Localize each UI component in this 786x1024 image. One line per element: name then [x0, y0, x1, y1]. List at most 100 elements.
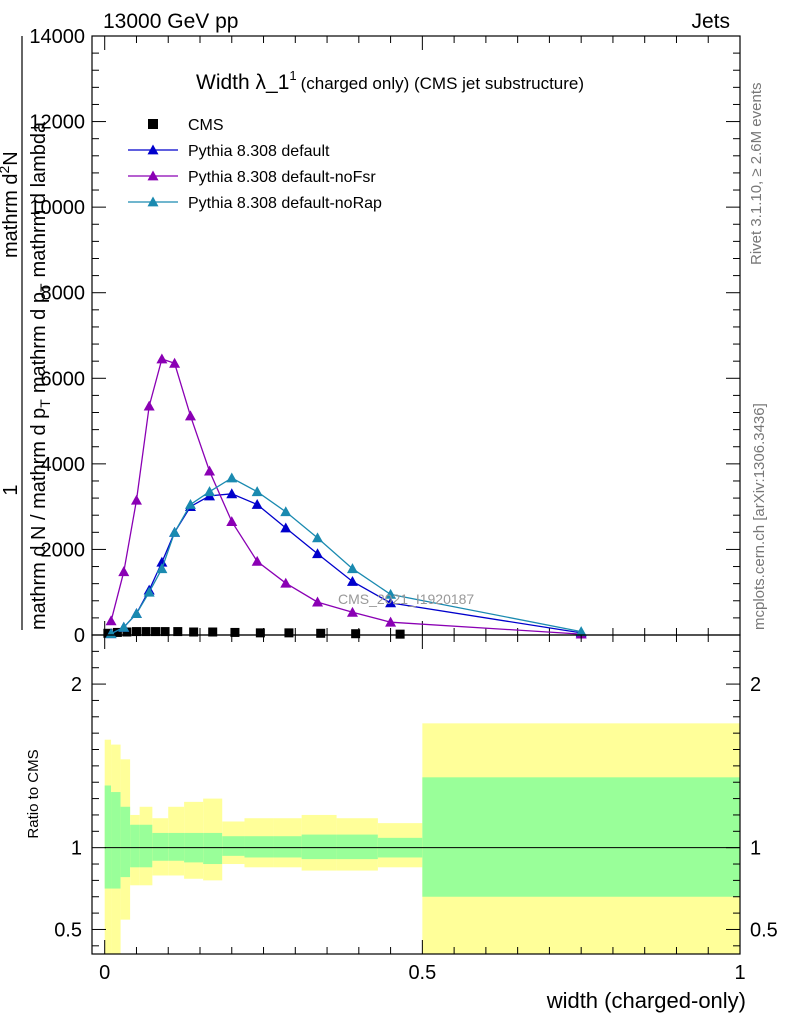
cms-data-point	[141, 627, 151, 637]
cms-data-point	[103, 628, 113, 638]
cms-data-point	[284, 628, 294, 638]
chart-title: Width λ_11 (charged only) (CMS jet substr…	[196, 68, 584, 94]
ratio-ytick-label: 2	[71, 674, 82, 696]
series-point	[184, 410, 196, 421]
series-point	[226, 516, 238, 527]
series-point	[105, 628, 117, 639]
series-point	[575, 626, 587, 636]
cms-data-point	[189, 627, 199, 637]
series-point	[251, 499, 263, 509]
ratio-bands	[104, 723, 740, 954]
series-point	[204, 465, 216, 476]
ylabel-num-part: mathrm d	[0, 174, 22, 258]
series-point	[312, 532, 324, 543]
ratio-ytick-label-right: 1	[750, 838, 761, 860]
series-point	[143, 400, 155, 411]
ylabel-denom-part3: mathrm d lambda	[28, 121, 50, 277]
x-tick-label: 0	[99, 962, 110, 984]
main-ytick-label: 6000	[41, 368, 86, 390]
series-point	[169, 526, 181, 537]
cms-data-point	[173, 627, 183, 637]
series-point	[251, 555, 263, 566]
main-ylabel: 1 mathrm d N / mathrm d pTmathrm d pTmat…	[0, 36, 53, 630]
ratio-ylabel: Ratio to CMS	[25, 749, 42, 838]
ratio-band-inner	[130, 824, 140, 868]
ratio-ytick-label: 1	[71, 838, 82, 860]
series-point	[385, 597, 397, 608]
series-point	[118, 566, 130, 577]
watermark: CMS_2021_I1920187	[338, 591, 474, 607]
ratio-ytick-label-right: 0.5	[750, 919, 778, 941]
ylabel-denom-part1: mathrm d N / mathrm d p	[28, 408, 50, 630]
cms-data-point	[151, 627, 161, 637]
ratio-panel: 0.5 0.51 12 20 0.5 1	[54, 634, 778, 984]
x-axis-label: width (charged-only)	[546, 988, 746, 1013]
series-point	[204, 486, 216, 497]
cms-data-point	[208, 627, 218, 637]
ratio-band-inner	[422, 777, 740, 897]
series-point	[346, 576, 358, 586]
main-ytick-label: 12000	[29, 112, 85, 134]
ratio-band-inner	[152, 832, 169, 861]
main-ytick-label: 14000	[29, 26, 85, 48]
ratio-band-inner	[203, 832, 223, 865]
header-right: Jets	[691, 10, 730, 33]
chart-title-rest: (charged only) (CMS jet substructure)	[301, 74, 584, 93]
main-ytick-label: 10000	[29, 197, 85, 219]
ylabel-num-n: N	[0, 151, 22, 165]
ratio-band-inner	[168, 832, 185, 861]
ylabel-one: 1	[0, 484, 22, 495]
header-left: 13000 GeV pp	[103, 10, 238, 33]
main-panel: 0 2000 4000 6000 8000 10000 12000 14000	[29, 26, 741, 647]
cms-data-point	[316, 628, 326, 638]
ylabel-denominator: mathrm d N / mathrm d pTmathrm d pTmathr…	[28, 121, 53, 630]
cms-data-point	[122, 627, 132, 637]
legend-label: Pythia 8.308 default	[188, 143, 330, 160]
ratio-band-inner	[336, 834, 378, 860]
series-point	[385, 616, 397, 627]
cms-data-point	[131, 627, 141, 637]
series-point	[169, 357, 181, 368]
series-point	[346, 606, 358, 617]
series-point	[143, 586, 155, 597]
cms-data-point	[255, 628, 265, 638]
series-point	[251, 486, 263, 497]
ratio-ytick-label-right: 2	[750, 674, 761, 696]
legend-label: CMS	[188, 117, 224, 134]
legend-marker	[147, 170, 159, 181]
chart-title-main: Width λ_1	[196, 71, 289, 94]
series-point	[226, 472, 238, 483]
cms-data-point	[395, 629, 405, 639]
main-series	[103, 353, 587, 639]
legend-marker	[147, 144, 159, 155]
legend-marker	[147, 196, 159, 207]
series-point	[280, 577, 292, 588]
ratio-band-inner	[120, 806, 131, 878]
mcplots-label: mcplots.cern.ch [arXiv:1306.3436]	[751, 403, 768, 630]
ylabel-num-sup: 2	[0, 166, 12, 174]
ratio-band-inner	[139, 824, 153, 868]
main-ytick-label: 4000	[41, 454, 86, 476]
legend-label: Pythia 8.308 default-noRap	[188, 195, 382, 212]
ratio-frame	[91, 634, 741, 955]
cms-data-point	[160, 627, 170, 637]
series-point	[280, 522, 292, 533]
series-point	[346, 563, 358, 574]
series-point	[312, 596, 324, 607]
ratio-band-inner	[244, 836, 274, 858]
series-point	[280, 506, 292, 517]
ratio-band-inner	[222, 836, 245, 856]
series-point	[130, 608, 142, 619]
series-point	[312, 548, 324, 559]
rivet-label: Rivet 3.1.10, ≥ 2.6M events	[748, 83, 765, 266]
series-point	[385, 588, 397, 599]
main-ytick-label: 0	[74, 625, 85, 647]
series-point	[184, 499, 196, 509]
ratio-band-inner	[301, 834, 337, 860]
main-ticks: 0 2000 4000 6000 8000 10000 12000 14000	[29, 26, 741, 647]
series-point	[105, 615, 117, 626]
ratio-band-inner	[273, 836, 302, 858]
legend: CMS Pythia 8.308 default Pythia 8.308 defa…	[128, 117, 382, 212]
series-point	[156, 556, 168, 567]
